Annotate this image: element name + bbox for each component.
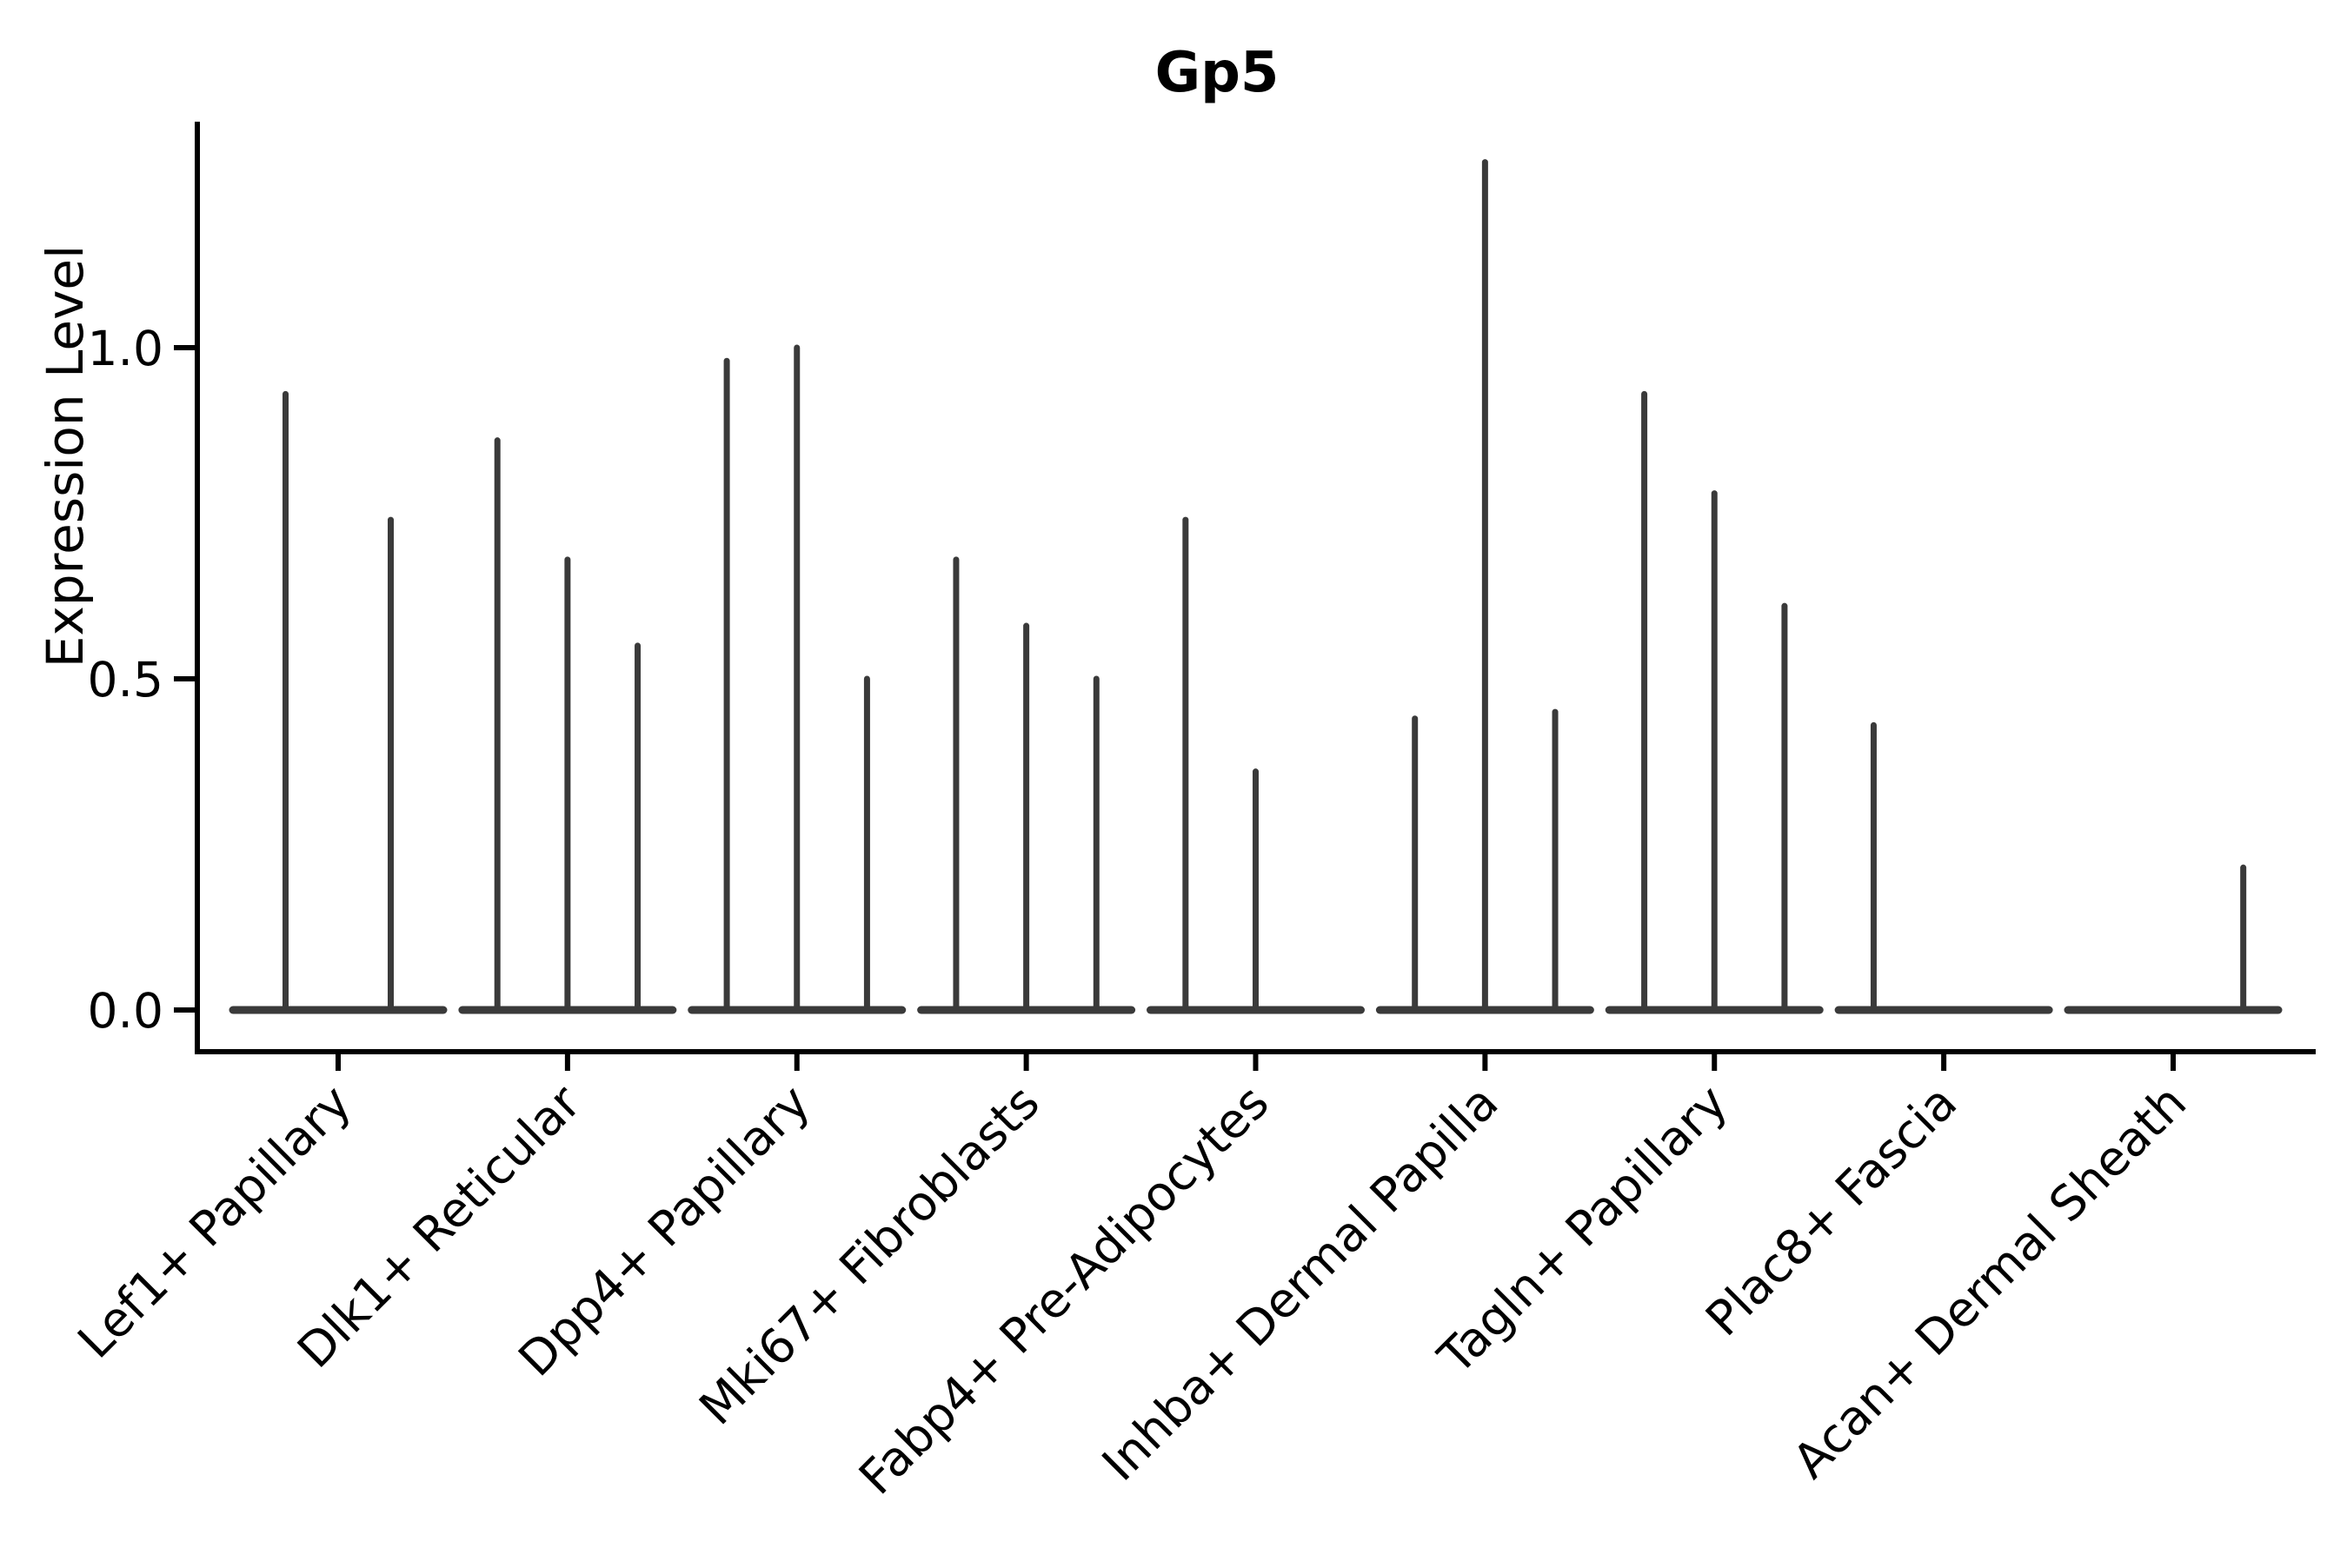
violin-group-3 — [688, 344, 907, 1014]
violin-group-6 — [1375, 159, 1594, 1014]
violin-group-9 — [2064, 864, 2283, 1014]
y-tick-label: 1.0 — [88, 321, 163, 376]
axes-group — [174, 122, 2316, 1071]
violin-group-5 — [1147, 516, 1365, 1014]
x-tick-label-9: Acan+ Dermal Sheath — [1782, 1074, 2197, 1489]
x-tick-label-5: Fabp4+ Pre-Adipocytes — [848, 1074, 1280, 1505]
violin-group-4 — [917, 556, 1136, 1014]
y-axis-label: Expression Level — [36, 245, 95, 668]
violin-group-2 — [458, 437, 677, 1014]
y-tick-label: 0.5 — [88, 652, 163, 708]
violin-group-7 — [1605, 390, 1824, 1014]
chart-title: Gp5 — [1155, 41, 1280, 105]
x-tick-label-6: Inhba+ Dermal Papilla — [1092, 1074, 1509, 1492]
y-tick-label: 0.0 — [88, 983, 163, 1039]
violins-group — [229, 159, 2283, 1014]
y-tick-labels: 0.0 0.5 1.0 — [88, 321, 163, 1039]
violin-group-1 — [229, 390, 448, 1014]
violin-group-8 — [1834, 721, 2053, 1014]
